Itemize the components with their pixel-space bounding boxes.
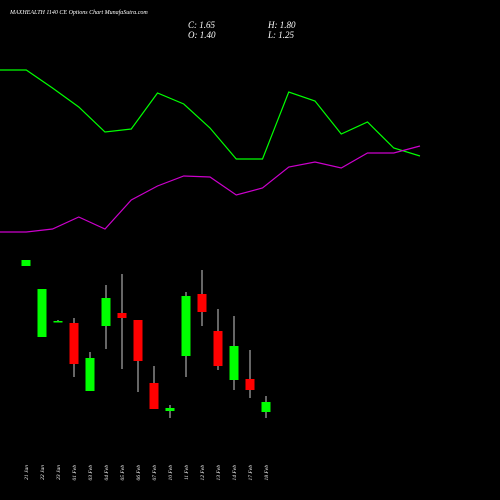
x-tick-label: 23 Jan [56, 465, 62, 480]
x-tick-label: 03 Feb [88, 465, 94, 481]
line [0, 69, 421, 160]
candle-body [181, 296, 191, 356]
candle-body [133, 320, 143, 361]
candle-body [245, 379, 255, 390]
candle-body [165, 408, 175, 411]
candle-body [261, 402, 271, 412]
ohlc-label: L: 1.25 [267, 30, 295, 40]
x-tick-label: 14 Feb [231, 465, 238, 481]
candle-body [229, 346, 239, 380]
chart-title: MAXHEALTH 1140 CE Options Chart MunafaSu… [9, 9, 148, 16]
candle-body [117, 313, 127, 318]
candle-body [213, 331, 223, 366]
candle-body [85, 358, 95, 391]
ohlc-label: H: 1.80 [267, 20, 296, 30]
x-tick-label: 11 Feb [184, 465, 190, 480]
candle-body [37, 289, 47, 337]
ohlc-label: O: 1.40 [188, 30, 216, 40]
x-tick-label: 13 Feb [216, 465, 222, 481]
x-tick-label: 18 Feb [264, 465, 270, 481]
candle-body [21, 260, 31, 266]
line [0, 145, 421, 233]
x-tick-label: 21 Jan [24, 465, 30, 480]
x-tick-label: 17 Feb [248, 465, 254, 481]
x-tick-label: 06 Feb [136, 465, 142, 481]
x-tick-label: 07 Feb [152, 465, 158, 481]
candle-body [69, 323, 79, 364]
candle-body [53, 321, 63, 323]
ohlc-label: C: 1.65 [188, 20, 216, 30]
x-tick-label: 10 Feb [168, 465, 174, 481]
x-tick-label: 04 Feb [103, 465, 110, 481]
candle-body [101, 298, 111, 326]
candle-body [149, 383, 159, 409]
candle-body [197, 294, 207, 312]
x-tick-label: 01 Feb [72, 465, 78, 481]
x-tick-label: 05 Feb [120, 465, 126, 481]
x-tick-label: 22 Jan [40, 465, 46, 480]
x-tick-label: 12 Feb [200, 465, 206, 481]
